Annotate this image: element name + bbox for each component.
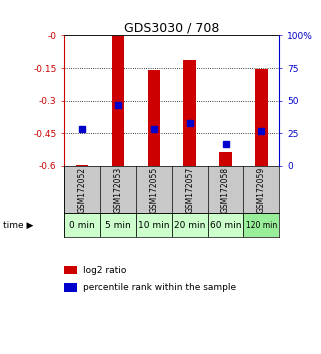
Bar	[148, 70, 160, 166]
Bar	[219, 152, 232, 166]
Text: GSM172052: GSM172052	[78, 167, 87, 213]
Text: log2 ratio: log2 ratio	[83, 266, 127, 275]
Title: GDS3030 / 708: GDS3030 / 708	[124, 21, 220, 34]
Text: 20 min: 20 min	[174, 221, 205, 230]
Bar	[112, 36, 124, 166]
Bar	[136, 213, 172, 237]
Text: GSM172055: GSM172055	[149, 167, 158, 213]
Bar	[100, 213, 136, 237]
Text: GSM172058: GSM172058	[221, 167, 230, 213]
Text: GSM172057: GSM172057	[185, 167, 194, 213]
Bar	[76, 165, 88, 166]
Text: 10 min: 10 min	[138, 221, 169, 230]
Text: time ▶: time ▶	[3, 221, 34, 230]
Bar	[243, 213, 279, 237]
Bar	[255, 69, 268, 166]
Text: 5 min: 5 min	[105, 221, 131, 230]
Text: 0 min: 0 min	[69, 221, 95, 230]
Bar	[208, 213, 243, 237]
Text: 120 min: 120 min	[246, 221, 277, 230]
Bar	[172, 213, 208, 237]
Text: GSM172059: GSM172059	[257, 167, 266, 213]
Text: GSM172053: GSM172053	[113, 167, 123, 213]
Bar	[183, 61, 196, 166]
Text: percentile rank within the sample: percentile rank within the sample	[83, 283, 237, 292]
Text: 60 min: 60 min	[210, 221, 241, 230]
Bar	[64, 213, 100, 237]
